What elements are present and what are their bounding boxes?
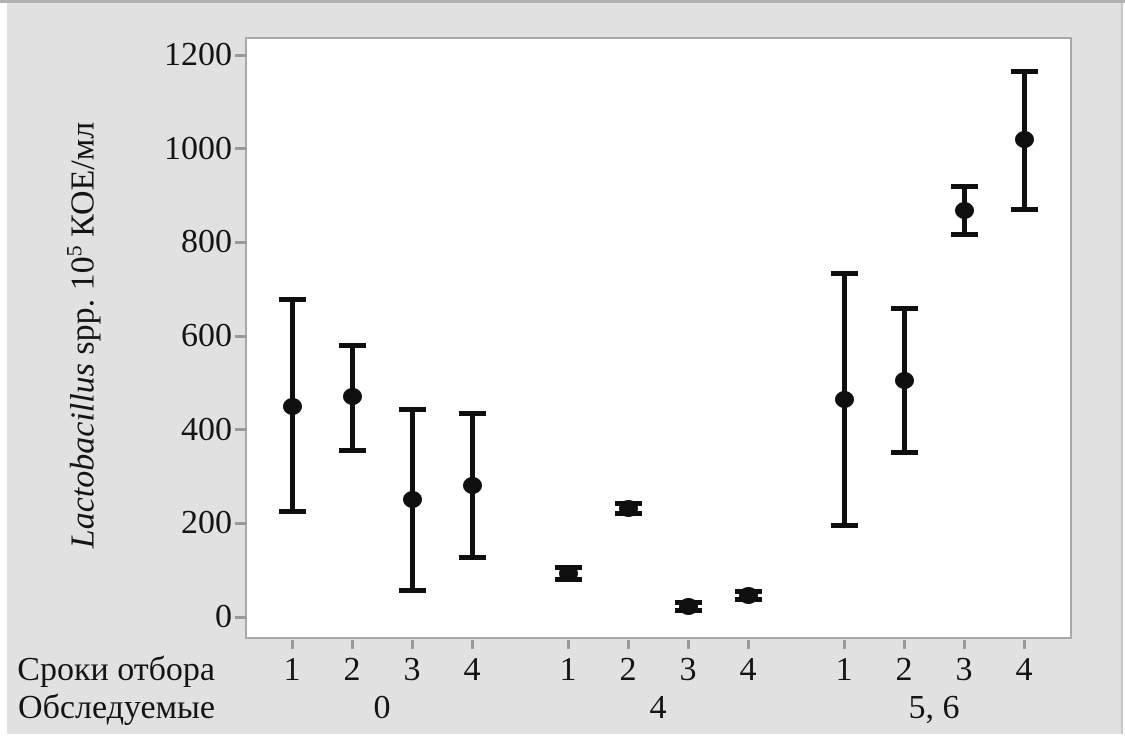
data-point-mean-marker — [342, 388, 362, 406]
x-axis-tick — [962, 640, 966, 649]
y-axis-tick — [235, 615, 246, 619]
error-bar-cap-top — [278, 296, 306, 302]
x-axis-tick-label: 2 — [895, 651, 913, 688]
window-top-edge — [0, 0, 1125, 3]
error-bar-cap-top — [830, 270, 858, 276]
y-axis-tick — [235, 334, 246, 338]
y-axis-tick — [235, 147, 246, 151]
y-axis-title-middle: spp. 10 — [64, 256, 102, 364]
data-point-mean-marker — [402, 491, 422, 509]
y-axis-tick — [235, 521, 246, 525]
error-bar-cap-top — [338, 343, 366, 349]
x-axis-tick-label: 3 — [679, 651, 697, 688]
plot-area — [245, 37, 1072, 639]
x-axis-tick-label: 4 — [739, 651, 757, 688]
data-point-mean-marker — [678, 598, 698, 616]
y-axis-tick — [235, 53, 246, 57]
x-axis-tick — [686, 640, 690, 649]
error-bar-cap-top — [398, 406, 426, 412]
x-axis-tick-label: 2 — [343, 651, 361, 688]
error-bar-cap-bottom — [398, 588, 426, 594]
x-axis-tick — [470, 640, 474, 649]
data-point-mean-marker — [834, 390, 854, 408]
x-axis-tick — [1022, 640, 1026, 649]
x-axis-tick-label: 1 — [283, 651, 301, 688]
x-axis-tick — [746, 640, 750, 649]
y-axis-tick-label: 1000 — [164, 129, 232, 167]
x-axis-tick-label: 2 — [619, 651, 637, 688]
x-axis-group-label: 0 — [373, 689, 391, 726]
x-axis-row-label-subjects: Обследуемые — [18, 689, 215, 726]
x-axis-tick-label: 4 — [1015, 651, 1033, 688]
x-axis-tick — [902, 640, 906, 649]
data-point-mean-marker — [558, 564, 578, 582]
data-point-mean-marker — [282, 397, 302, 415]
data-point-mean-marker — [618, 499, 638, 517]
error-bar-cap-bottom — [338, 447, 366, 453]
x-axis-group-label: 4 — [649, 689, 667, 726]
x-axis-row-label-sampling-times: Сроки отбора — [17, 651, 215, 688]
y-axis-tick-label: 200 — [181, 504, 232, 542]
error-bar-cap-bottom — [1010, 206, 1038, 212]
y-axis-title-genus: Lactobacillus — [64, 363, 102, 549]
y-axis-title: Lactobacillus spp. 105 КОЕ/мл — [61, 122, 102, 548]
y-axis-tick — [235, 240, 246, 244]
error-bar-cap-bottom — [830, 522, 858, 528]
x-axis-tick-label: 1 — [835, 651, 853, 688]
y-axis-tick-label: 400 — [181, 410, 232, 448]
x-axis-tick-label: 3 — [403, 651, 421, 688]
y-axis-tick — [235, 428, 246, 432]
y-axis-tick-label: 800 — [181, 223, 232, 261]
x-axis-tick-label: 3 — [955, 651, 973, 688]
y-axis-title-superscript: 5 — [61, 245, 87, 257]
x-axis-tick — [842, 640, 846, 649]
y-axis-tick-label: 1200 — [164, 36, 232, 73]
error-bar-cap-top — [458, 411, 486, 417]
error-bar-cap-bottom — [458, 555, 486, 561]
x-axis-tick — [566, 640, 570, 649]
data-point-mean-marker — [462, 477, 482, 495]
error-bar-cap-top — [1010, 69, 1038, 75]
x-axis-tick-label: 4 — [463, 651, 481, 688]
y-axis-tick-label: 0 — [215, 598, 232, 635]
error-bar-cap-bottom — [278, 508, 306, 514]
x-axis-tick — [290, 640, 294, 649]
data-point-mean-marker — [1014, 130, 1034, 148]
error-bar-cap-top — [890, 305, 918, 311]
data-point-mean-marker — [954, 201, 974, 219]
x-axis-tick-label: 1 — [559, 651, 577, 688]
x-axis-tick — [410, 640, 414, 649]
data-point-mean-marker — [894, 371, 914, 389]
x-axis-tick — [350, 640, 354, 649]
error-bar-cap-bottom — [950, 232, 978, 238]
error-bar-cap-top — [950, 184, 978, 190]
y-axis-tick-label: 600 — [181, 317, 232, 354]
y-axis-title-unit: КОЕ/мл — [64, 121, 102, 246]
data-point-mean-marker — [738, 586, 758, 604]
x-axis-group-label: 5, 6 — [908, 689, 960, 726]
x-axis-tick — [626, 640, 630, 649]
error-bar-cap-bottom — [890, 450, 918, 456]
